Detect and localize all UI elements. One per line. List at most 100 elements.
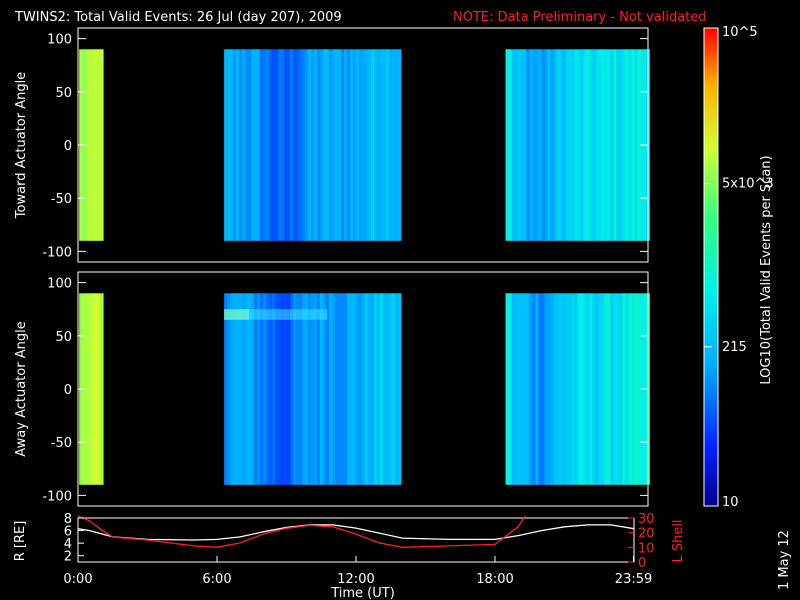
heatmap-column — [526, 49, 530, 241]
heatmap-column — [91, 49, 95, 241]
heatmap-column — [371, 49, 375, 241]
heatmap-column — [284, 293, 288, 485]
heatmap-column — [94, 293, 98, 485]
orbit-right-tick-label: 0 — [638, 556, 646, 571]
heatmap-column — [224, 293, 228, 485]
heatmap-column — [305, 293, 309, 485]
heatmap-column — [299, 293, 303, 485]
heatmap-column — [245, 293, 249, 485]
heatmap-column — [511, 293, 515, 485]
heatmap-column — [100, 49, 104, 241]
heatmap-column — [308, 293, 312, 485]
heatmap-column — [329, 49, 333, 241]
heatmap-column — [302, 49, 306, 241]
x-tick-label: 12:00 — [337, 572, 374, 587]
heatmap-column — [239, 293, 243, 485]
heatmap-column — [514, 293, 518, 485]
orbit-right-tick-label: 30 — [638, 512, 655, 527]
heatmap-column — [371, 293, 375, 485]
heatmap-column — [601, 293, 605, 485]
y-tick-label: 50 — [55, 330, 72, 345]
heatmap-column — [637, 49, 641, 241]
heatmap-column — [571, 293, 575, 485]
heatmap-column — [535, 293, 539, 485]
heatmap-column — [571, 49, 575, 241]
heatmap-column — [598, 49, 602, 241]
cyan-band — [224, 309, 328, 320]
x-tick-label: 0:00 — [63, 572, 92, 587]
heatmap-column — [365, 293, 369, 485]
heatmap-column — [547, 49, 551, 241]
heatmap-column — [374, 49, 378, 241]
orbit-left-tick-label: 6 — [64, 525, 72, 540]
y-tick-label: 50 — [55, 86, 72, 101]
y-tick-label: 0 — [64, 139, 72, 154]
heatmap-column — [583, 293, 587, 485]
heatmap-column — [544, 49, 548, 241]
preliminary-note: NOTE: Data Preliminary - Not validated — [453, 10, 707, 25]
orbit-right-tick-label: 10 — [638, 541, 655, 556]
heatmap-column — [520, 49, 524, 241]
heatmap-column — [341, 49, 345, 241]
heatmap-column — [275, 49, 279, 241]
heatmap-column — [398, 49, 402, 241]
heatmap-column — [607, 49, 611, 241]
heatmap-column — [344, 49, 348, 241]
y-tick-label: 100 — [47, 33, 72, 48]
heatmap-column — [389, 49, 393, 241]
heatmap-column — [263, 293, 267, 485]
panel-away: -100 -50 0 50 100 Away Actuator Angle — [14, 271, 650, 507]
x-tick-label: 18:00 — [476, 572, 513, 587]
heatmap-column — [257, 49, 261, 241]
heatmap-column — [523, 293, 527, 485]
heatmap-column — [508, 49, 512, 241]
heatmap-column — [353, 49, 357, 241]
heatmap-column — [257, 293, 261, 485]
heatmap-column — [625, 293, 629, 485]
heatmap-column — [586, 293, 590, 485]
orbit-left-label: R [RE] — [13, 521, 28, 562]
heatmap-column — [386, 49, 390, 241]
heatmap-column — [380, 293, 384, 485]
heatmap-column — [526, 293, 530, 485]
heatmap-toward — [79, 49, 650, 241]
heatmap-column — [263, 49, 267, 241]
heatmap-column — [565, 293, 569, 485]
heatmap-column — [287, 49, 291, 241]
heatmap-column — [296, 293, 300, 485]
heatmap-column — [254, 49, 258, 241]
heatmap-column — [508, 293, 512, 485]
x-axis-label: Time (UT) — [330, 586, 395, 600]
heatmap-column — [242, 293, 246, 485]
heatmap-column — [610, 49, 614, 241]
heatmap-column — [260, 49, 264, 241]
toward-y-ticks: -100 -50 0 50 100 — [42, 33, 648, 260]
heatmap-column — [520, 293, 524, 485]
heatmap-column — [248, 293, 252, 485]
heatmap-column — [505, 49, 509, 241]
heatmap-column — [100, 293, 104, 485]
colorbar-ticks: 10 215 5x10^3 10^5 — [704, 25, 774, 510]
heatmap-column — [583, 49, 587, 241]
panel-toward: -100 -50 0 50 100 Toward Actuator Angle — [14, 27, 650, 263]
heatmap-column — [535, 49, 539, 241]
heatmap-column — [88, 293, 92, 485]
heatmap-column — [568, 49, 572, 241]
heatmap-column — [628, 49, 632, 241]
colorbar-tick-label: 10 — [722, 495, 739, 510]
heatmap-column — [529, 49, 533, 241]
orbit-right-tick-label: 20 — [638, 527, 655, 542]
heatmap-column — [293, 293, 297, 485]
heatmap-column — [532, 293, 536, 485]
heatmap-column — [368, 49, 372, 241]
heatmap-column — [314, 49, 318, 241]
heatmap-column — [317, 293, 321, 485]
heatmap-column — [607, 293, 611, 485]
heatmap-column — [550, 49, 554, 241]
heatmap-column — [356, 293, 360, 485]
heatmap-column — [613, 49, 617, 241]
chart-title: TWINS2: Total Valid Events: 26 Jul (day … — [14, 10, 342, 25]
heatmap-column — [634, 49, 638, 241]
heatmap-column — [91, 293, 95, 485]
heatmap-column — [227, 293, 231, 485]
